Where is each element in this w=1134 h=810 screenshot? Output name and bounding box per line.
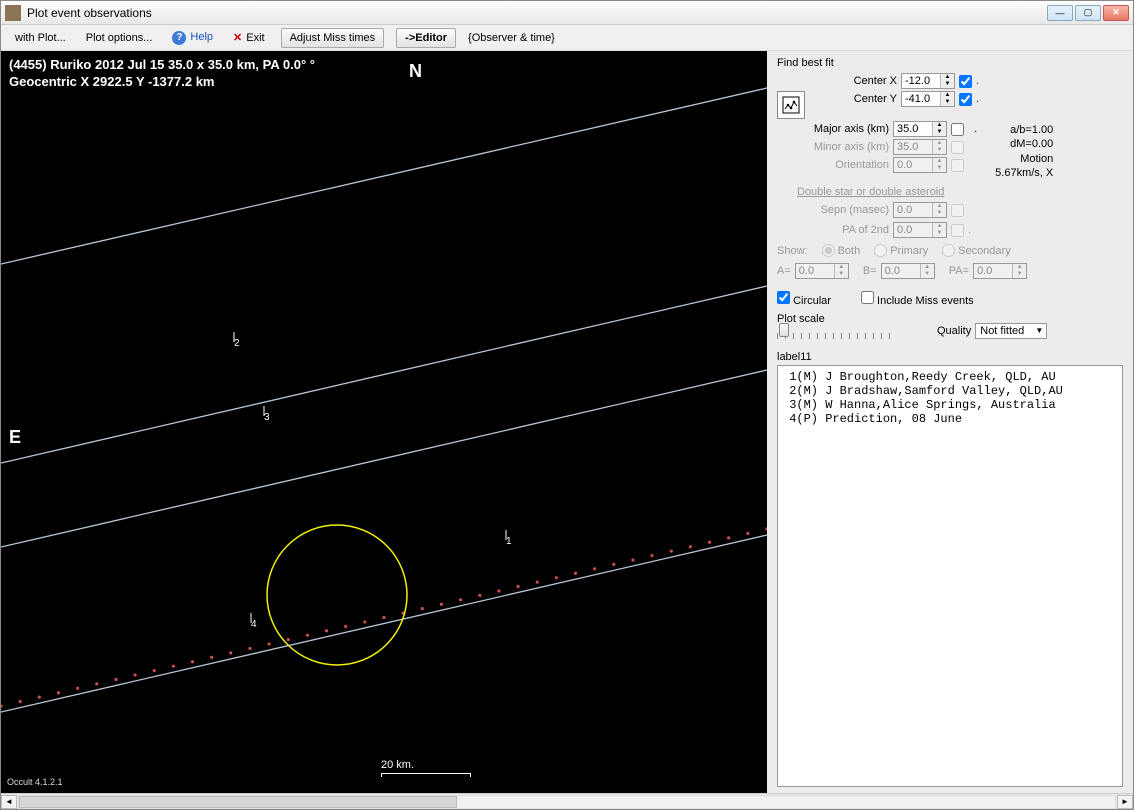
- b-input: [882, 264, 920, 278]
- sepn-checkbox: [951, 204, 964, 217]
- radio-primary: [874, 244, 887, 257]
- motion-value: 5.67km/s, X: [995, 166, 1053, 180]
- find-best-fit-heading: Find best fit: [777, 57, 1123, 69]
- b-label: B=: [863, 265, 877, 277]
- ab-ratio: a/b=1.00: [995, 123, 1053, 137]
- close-button[interactable]: ✕: [1103, 5, 1129, 21]
- plot-scale-label: Plot scale: [777, 313, 897, 325]
- center-y-input[interactable]: [902, 92, 940, 106]
- pa2-label: PA of 2nd: [777, 224, 889, 236]
- pa-label: PA=: [949, 265, 969, 277]
- app-window: Plot event observations — ▢ ✕ with Plot.…: [0, 0, 1134, 810]
- minor-axis-spinner: ▲▼: [893, 139, 947, 155]
- menubar: with Plot... Plot options... Help Exit A…: [1, 25, 1133, 51]
- orientation-checkbox: [951, 159, 964, 172]
- minimize-button[interactable]: —: [1047, 5, 1073, 21]
- circular-checkbox[interactable]: [777, 291, 790, 304]
- minor-axis-label: Minor axis (km): [777, 141, 889, 153]
- minor-axis-input: [894, 140, 932, 154]
- titlebar: Plot event observations — ▢ ✕: [1, 1, 1133, 25]
- show-label: Show:: [777, 245, 808, 257]
- dm-value: dM=0.00: [995, 137, 1053, 151]
- sepn-input: [894, 203, 932, 217]
- svg-text:4: 4: [251, 619, 257, 630]
- plot-svg: 1 2 3 4: [1, 51, 767, 793]
- scroll-right-button[interactable]: ►: [1117, 795, 1133, 809]
- major-axis-checkbox[interactable]: [951, 123, 964, 136]
- motion-label: Motion: [995, 152, 1053, 166]
- editor-button[interactable]: ->Editor: [396, 28, 456, 48]
- center-x-spinner[interactable]: ▲▼: [901, 73, 955, 89]
- version-label: Occult 4.1.2.1: [7, 777, 63, 787]
- scroll-left-button[interactable]: ◄: [1, 795, 17, 809]
- pa2-input: [894, 223, 932, 237]
- plot-area[interactable]: (4455) Ruriko 2012 Jul 15 35.0 x 35.0 km…: [1, 51, 767, 793]
- list-label: label11: [777, 351, 1123, 363]
- menu-with-plot[interactable]: with Plot...: [11, 30, 70, 46]
- content: (4455) Ruriko 2012 Jul 15 35.0 x 35.0 km…: [1, 51, 1133, 793]
- radio-secondary: [942, 244, 955, 257]
- observer-time-link[interactable]: {Observer & time}: [468, 32, 555, 44]
- orientation-input: [894, 158, 932, 172]
- pa-input: [974, 264, 1012, 278]
- double-heading: Double star or double asteroid: [797, 186, 1123, 198]
- a-label: A=: [777, 265, 791, 277]
- scale-bar: 20 km.: [381, 759, 471, 777]
- pa2-checkbox: [951, 224, 964, 237]
- svg-text:3: 3: [264, 412, 270, 423]
- orientation-spinner: ▲▼: [893, 157, 947, 173]
- app-icon: [5, 5, 21, 21]
- horizontal-scrollbar[interactable]: ◄ ►: [1, 793, 1133, 809]
- menu-exit[interactable]: Exit: [229, 29, 269, 46]
- center-x-input[interactable]: [902, 74, 940, 88]
- center-x-label: Center X: [815, 75, 897, 87]
- sepn-label: Sepn (masec): [777, 204, 889, 216]
- include-miss-checkbox[interactable]: [861, 291, 874, 304]
- window-title: Plot event observations: [27, 6, 1047, 20]
- side-panel: Find best fit Center X ▲▼ . Center Y: [767, 51, 1133, 793]
- svg-text:1: 1: [506, 536, 512, 547]
- radio-both: [822, 244, 835, 257]
- observer-list[interactable]: 1(M) J Broughton,Reedy Creek, QLD, AU 2(…: [777, 365, 1123, 787]
- maximize-button[interactable]: ▢: [1075, 5, 1101, 21]
- quality-label: Quality: [937, 325, 971, 337]
- scale-label: 20 km.: [381, 759, 414, 771]
- major-axis-spinner[interactable]: ▲▼: [893, 121, 947, 137]
- fit-button[interactable]: [777, 91, 805, 119]
- menu-help[interactable]: Help: [168, 29, 217, 47]
- menu-plot-options[interactable]: Plot options...: [82, 30, 157, 46]
- adjust-miss-button[interactable]: Adjust Miss times: [281, 28, 385, 48]
- window-buttons: — ▢ ✕: [1047, 5, 1129, 21]
- center-x-checkbox[interactable]: [959, 75, 972, 88]
- svg-text:2: 2: [234, 338, 240, 349]
- orientation-label: Orientation: [777, 159, 889, 171]
- major-axis-label: Major axis (km): [777, 123, 889, 135]
- center-y-spinner[interactable]: ▲▼: [901, 91, 955, 107]
- quality-dropdown[interactable]: Not fitted: [975, 323, 1047, 339]
- plot-scale-slider[interactable]: [777, 325, 897, 339]
- fit-icon: [781, 95, 801, 115]
- major-axis-input[interactable]: [894, 122, 932, 136]
- a-input: [796, 264, 834, 278]
- center-y-checkbox[interactable]: [959, 93, 972, 106]
- minor-axis-checkbox: [951, 141, 964, 154]
- center-y-label: Center Y: [815, 93, 897, 105]
